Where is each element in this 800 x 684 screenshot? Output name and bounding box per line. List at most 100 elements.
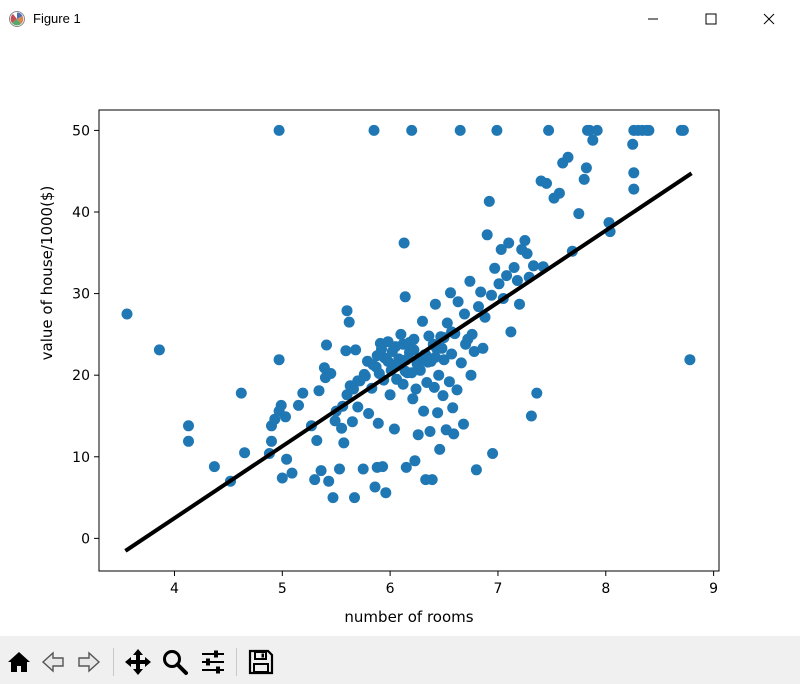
window-titlebar: Figure 1	[0, 0, 800, 38]
scatter-point	[628, 183, 640, 195]
scatter-point	[338, 437, 350, 449]
home-button[interactable]	[4, 646, 34, 678]
scatter-point	[313, 385, 325, 397]
scatter-point	[275, 399, 287, 411]
scatter-point	[273, 354, 285, 366]
scatter-point	[400, 461, 412, 473]
scatter-point	[452, 296, 464, 308]
scatter-point	[418, 405, 430, 417]
configure-subplots-icon	[202, 650, 224, 674]
scatter-point	[426, 474, 438, 486]
scatter-point	[357, 463, 369, 475]
scatter-point	[437, 390, 449, 402]
scatter-point	[341, 389, 353, 401]
scatter-chart: 4 5 6 7 8 9 0 10 20 30 40 50 number of rooms value…	[38, 109, 720, 626]
scatter-point	[340, 345, 352, 357]
scatter-point	[451, 384, 463, 396]
regression-line-layer	[124, 171, 693, 553]
scatter-point	[386, 346, 398, 357]
scatter-point	[573, 208, 585, 220]
scatter-point	[483, 195, 495, 207]
scatter-point	[412, 360, 424, 372]
scatter-point	[677, 124, 689, 136]
scatter-point	[459, 308, 470, 320]
scatter-point	[350, 344, 362, 356]
scatter-point	[399, 291, 411, 303]
scatter-point	[446, 348, 458, 360]
scatter-point	[407, 393, 419, 405]
scatter-point	[183, 420, 194, 432]
scatter-point	[445, 287, 456, 299]
scatter-point	[468, 346, 480, 357]
scatter-point	[273, 124, 285, 136]
toolbar-separator	[113, 648, 114, 676]
scatter-point	[584, 124, 596, 136]
scatter-point	[477, 342, 489, 354]
scatter-point	[458, 418, 469, 430]
scatter-point	[408, 344, 420, 356]
scatter-point	[269, 413, 281, 425]
scatter-point	[489, 262, 501, 274]
x-tick-label: 8	[601, 581, 610, 597]
back-arrow-icon	[41, 651, 64, 673]
scatter-point	[349, 492, 360, 504]
y-axis-ticks: 0 10 20 30 40 50	[72, 123, 99, 547]
scatter-point	[434, 443, 446, 455]
figure-canvas[interactable]: 4 5 6 7 8 9 0 10 20 30 40 50 number of rooms value…	[0, 38, 800, 636]
scatter-point	[329, 415, 341, 427]
scatter-point	[369, 481, 381, 493]
scatter-point	[447, 402, 459, 414]
scatter-point	[153, 344, 165, 356]
forward-button[interactable]	[74, 646, 104, 678]
axes-frame	[98, 109, 720, 572]
scatter-point	[481, 229, 493, 241]
scatter-point	[412, 429, 424, 441]
scatter-point	[208, 461, 220, 473]
maximize-button[interactable]	[688, 0, 734, 38]
x-tick-label: 7	[493, 581, 502, 597]
scatter-point	[553, 187, 565, 199]
minimize-button[interactable]	[630, 0, 676, 38]
forward-arrow-icon	[78, 651, 101, 673]
scatter-point	[311, 435, 323, 446]
save-button[interactable]	[246, 646, 276, 678]
scatter-point	[473, 301, 484, 313]
scatter-point	[367, 359, 379, 371]
scatter-point	[428, 381, 440, 393]
scatter-point	[382, 355, 394, 367]
configure-subplots-button[interactable]	[198, 646, 228, 678]
scatter-point	[423, 330, 435, 342]
scatter-point	[486, 289, 497, 301]
scatter-point	[334, 463, 345, 475]
zoom-button[interactable]	[160, 646, 190, 678]
scatter-point	[491, 124, 503, 136]
scatter-point	[429, 351, 441, 363]
scatter-point	[380, 487, 392, 499]
back-button[interactable]	[38, 646, 68, 678]
scatter-point	[505, 326, 517, 338]
scatter-points	[121, 124, 696, 504]
y-tick-label: 20	[72, 368, 90, 384]
scatter-point	[578, 173, 590, 185]
pan-button[interactable]	[123, 646, 153, 678]
scatter-point	[235, 387, 247, 399]
scatter-point	[276, 472, 288, 484]
scatter-point	[309, 474, 321, 486]
y-tick-label: 30	[72, 287, 90, 303]
toolbar-separator	[236, 648, 237, 676]
save-floppy-icon	[248, 649, 274, 675]
close-button[interactable]	[746, 0, 792, 38]
y-tick-label: 0	[81, 531, 90, 547]
scatter-point	[280, 411, 291, 423]
scatter-point	[562, 151, 574, 163]
close-icon	[763, 13, 775, 25]
scatter-point	[519, 235, 531, 246]
scatter-point	[286, 467, 298, 479]
zoom-magnifier-icon	[163, 650, 188, 675]
scatter-point	[409, 455, 421, 467]
scatter-point	[346, 416, 358, 428]
x-tick-label: 9	[709, 581, 718, 597]
scatter-point	[406, 124, 418, 136]
scatter-point	[410, 383, 422, 395]
scatter-point	[627, 138, 639, 150]
